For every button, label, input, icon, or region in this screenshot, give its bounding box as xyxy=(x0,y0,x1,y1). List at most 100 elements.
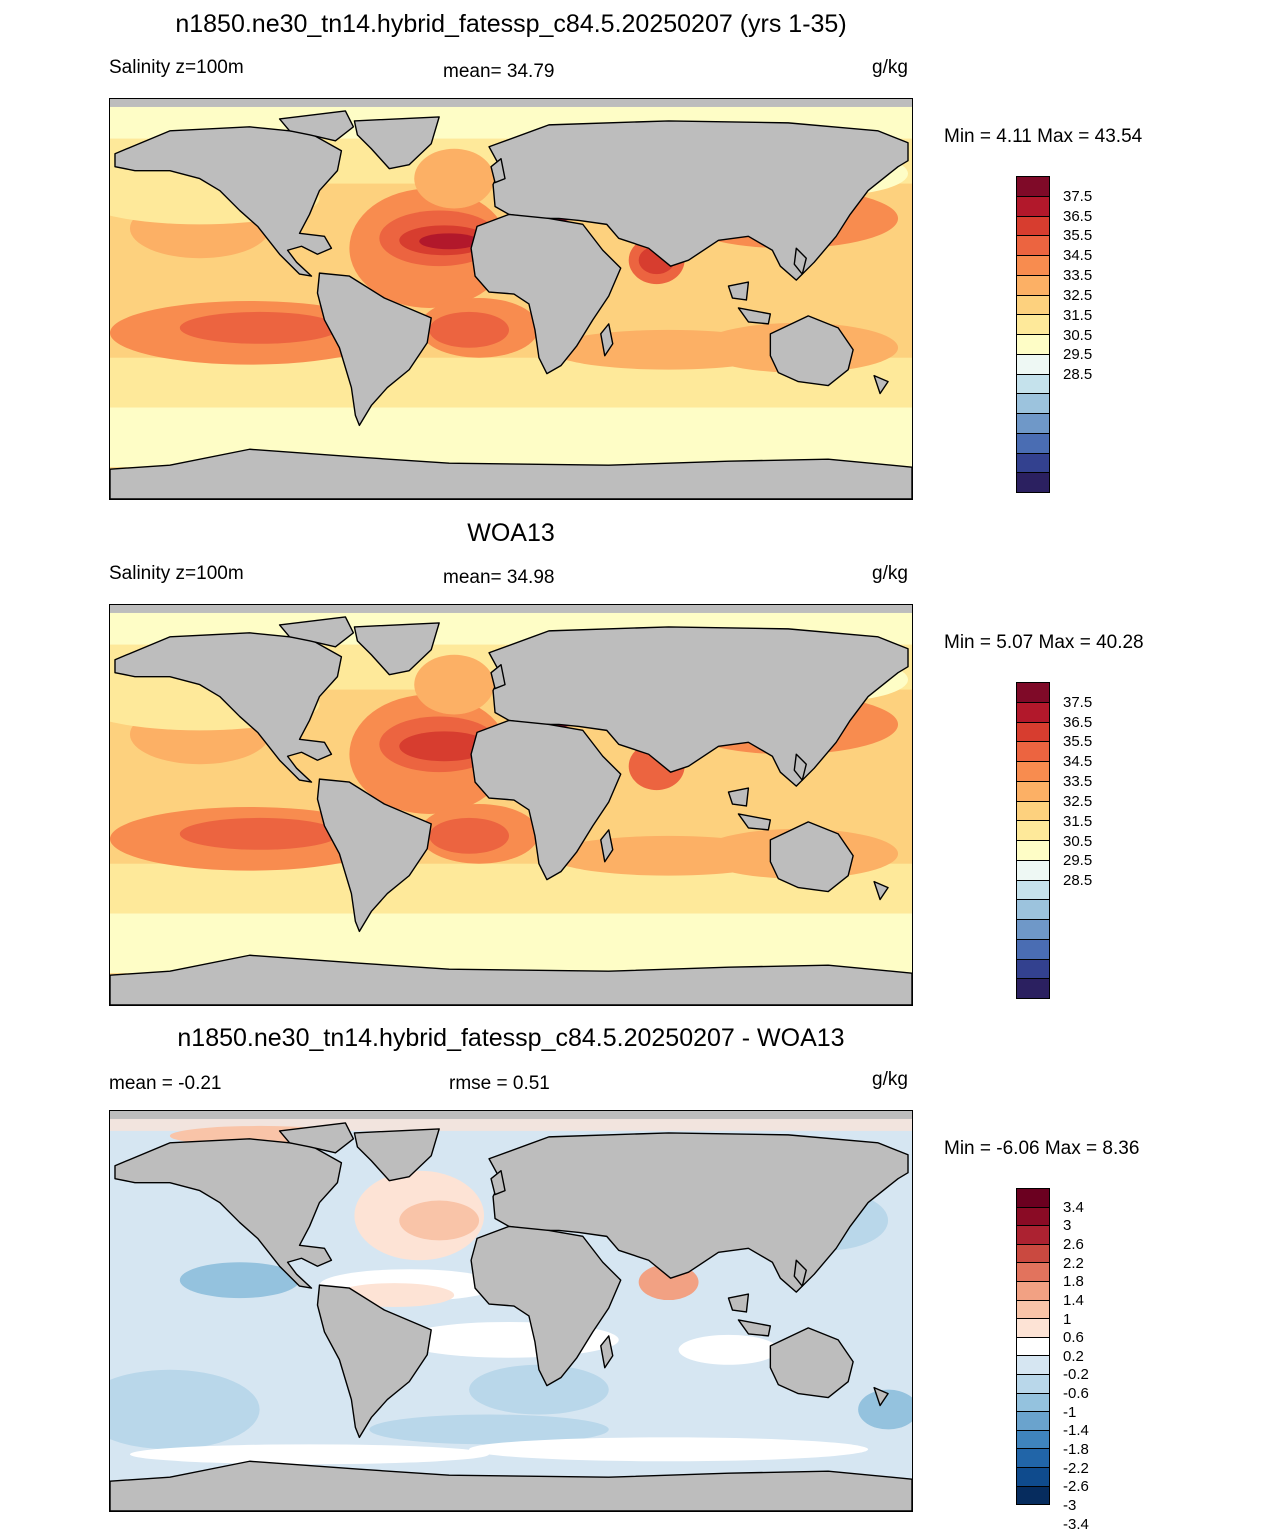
color-swatch xyxy=(1017,414,1049,434)
panel-title: n1850.ne30_tn14.hybrid_fatessp_c84.5.202… xyxy=(177,1024,845,1052)
mean-label: mean = -0.21 xyxy=(109,1073,222,1094)
color-swatch xyxy=(1017,742,1049,762)
color-swatch xyxy=(1017,1449,1049,1468)
color-swatch xyxy=(1017,196,1049,217)
mean-label: mean= 34.79 xyxy=(443,61,555,82)
color-swatch xyxy=(1017,473,1049,492)
coastline xyxy=(316,272,432,427)
color-swatch xyxy=(1017,1412,1049,1431)
color-bar-label: -3 xyxy=(1063,1497,1077,1514)
color-bar-label: -1.4 xyxy=(1063,1422,1089,1440)
salinity-map xyxy=(109,604,913,1006)
coastline xyxy=(114,126,343,277)
coastline xyxy=(727,281,750,301)
color-swatch xyxy=(1017,453,1049,474)
color-swatch xyxy=(1017,1244,1049,1264)
color-swatch xyxy=(1017,683,1049,703)
color-swatch xyxy=(1017,1337,1049,1357)
color-bar-label: 37.5 xyxy=(1063,187,1093,205)
color-bar xyxy=(1016,1188,1050,1505)
color-bar-label: 30.5 xyxy=(1063,326,1093,344)
color-bar-label: -0.2 xyxy=(1063,1366,1089,1384)
color-swatch xyxy=(1017,1300,1049,1320)
coastline xyxy=(114,1138,343,1289)
color-swatch xyxy=(1017,702,1049,723)
color-bar-label: 35.5 xyxy=(1063,227,1093,245)
color-swatch xyxy=(1017,762,1049,782)
color-swatch xyxy=(1017,1226,1049,1245)
coastline xyxy=(470,719,622,881)
color-bar-label: 2.2 xyxy=(1063,1254,1084,1272)
coastline xyxy=(490,664,506,690)
coastline xyxy=(600,323,614,357)
color-swatch xyxy=(1017,177,1049,197)
coastline xyxy=(793,753,807,781)
coastline xyxy=(769,315,854,387)
color-swatch xyxy=(1017,1281,1049,1301)
color-bar-label: 29.5 xyxy=(1063,346,1093,364)
color-bar-label: 3 xyxy=(1063,1217,1072,1235)
color-bar-label: 28.5 xyxy=(1063,366,1093,384)
coastline xyxy=(600,829,614,863)
units-label: g/kg xyxy=(872,563,908,584)
color-swatch xyxy=(1017,1467,1049,1487)
land-mask xyxy=(110,616,912,1005)
missing-data-band xyxy=(110,99,912,107)
coastline xyxy=(278,616,355,648)
coastline xyxy=(470,213,622,375)
coastline xyxy=(353,1128,440,1182)
color-bar-label: 32.5 xyxy=(1063,792,1093,810)
color-bar-label: 32.5 xyxy=(1063,286,1093,304)
color-bar-label: 0.2 xyxy=(1063,1347,1084,1365)
color-swatch xyxy=(1017,860,1049,881)
coastline xyxy=(316,1284,432,1439)
coastline xyxy=(278,1122,355,1154)
color-swatch xyxy=(1017,959,1049,980)
color-bar-label: 0.6 xyxy=(1063,1329,1084,1347)
color-bar-label: 1.8 xyxy=(1063,1273,1084,1291)
color-bar-label: -0.6 xyxy=(1063,1385,1089,1403)
color-swatch xyxy=(1017,1263,1049,1282)
color-swatch xyxy=(1017,256,1049,276)
color-swatch xyxy=(1017,841,1049,861)
variable-label: Salinity z=100m xyxy=(109,57,244,78)
color-bar-label: 1 xyxy=(1063,1310,1072,1328)
color-swatch xyxy=(1017,394,1049,414)
color-swatch xyxy=(1017,354,1049,375)
coastline xyxy=(727,787,750,807)
land-mask xyxy=(110,1122,912,1511)
color-bar-label: 29.5 xyxy=(1063,852,1093,870)
coastline xyxy=(110,954,912,1005)
variable-label: Salinity z=100m xyxy=(109,563,244,584)
color-bar-label: -2.2 xyxy=(1063,1459,1089,1477)
color-swatch xyxy=(1017,722,1049,743)
color-bar-label: 3.4 xyxy=(1063,1198,1084,1216)
coastline xyxy=(490,1170,506,1196)
color-swatch xyxy=(1017,1374,1049,1394)
coastline xyxy=(110,1460,912,1511)
salinity-map xyxy=(109,98,913,500)
coastline xyxy=(114,632,343,783)
color-swatch xyxy=(1017,821,1049,841)
color-swatch xyxy=(1017,1486,1049,1505)
color-swatch xyxy=(1017,335,1049,355)
color-bar-label: 31.5 xyxy=(1063,812,1093,830)
mean-label: mean= 34.98 xyxy=(443,567,555,588)
color-swatch xyxy=(1017,920,1049,940)
color-swatch xyxy=(1017,236,1049,256)
panel-title: WOA13 xyxy=(467,519,555,547)
color-swatch xyxy=(1017,1430,1049,1450)
missing-data-band xyxy=(110,605,912,613)
min-max-label: Min = -6.06 Max = 8.36 xyxy=(944,1138,1140,1159)
color-swatch xyxy=(1017,801,1049,822)
color-swatch xyxy=(1017,433,1049,454)
color-swatch xyxy=(1017,1393,1049,1413)
min-max-label: Min = 4.11 Max = 43.54 xyxy=(944,126,1143,147)
color-swatch xyxy=(1017,216,1049,237)
coastline xyxy=(737,307,772,325)
coastline xyxy=(316,778,432,933)
color-swatch xyxy=(1017,880,1049,901)
coastline xyxy=(769,821,854,893)
color-bar-label: 37.5 xyxy=(1063,693,1093,711)
units-label: g/kg xyxy=(872,57,908,78)
